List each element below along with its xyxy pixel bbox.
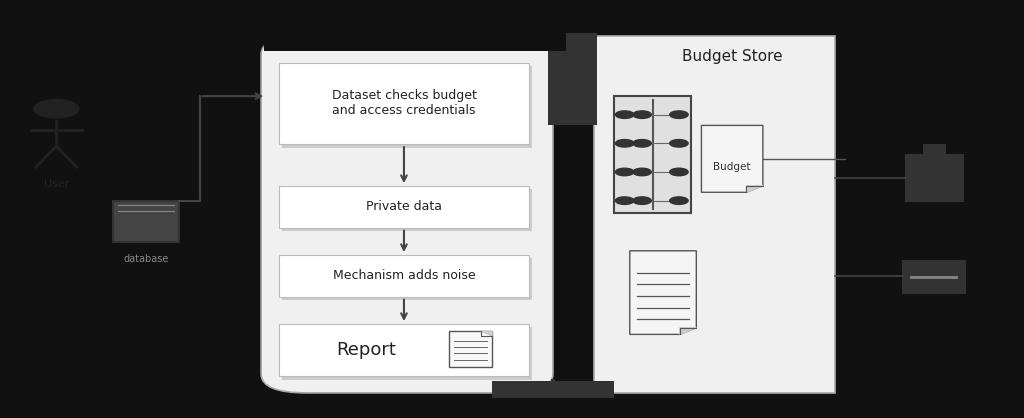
Text: User: User: [44, 179, 69, 189]
Polygon shape: [680, 328, 696, 334]
FancyBboxPatch shape: [906, 155, 963, 201]
Circle shape: [633, 111, 651, 118]
FancyBboxPatch shape: [261, 36, 553, 393]
FancyBboxPatch shape: [548, 33, 597, 125]
Circle shape: [615, 168, 634, 176]
Text: Report: Report: [337, 341, 396, 359]
FancyBboxPatch shape: [282, 327, 532, 380]
Circle shape: [633, 140, 651, 147]
FancyBboxPatch shape: [903, 261, 965, 293]
Circle shape: [633, 197, 651, 204]
Circle shape: [615, 140, 634, 147]
FancyBboxPatch shape: [594, 36, 835, 393]
Polygon shape: [481, 331, 493, 336]
Polygon shape: [746, 186, 763, 192]
Text: database: database: [123, 254, 169, 264]
Circle shape: [670, 197, 688, 204]
Circle shape: [670, 168, 688, 176]
Circle shape: [633, 168, 651, 176]
Circle shape: [615, 111, 634, 118]
FancyBboxPatch shape: [282, 258, 532, 300]
Circle shape: [670, 111, 688, 118]
FancyBboxPatch shape: [279, 186, 529, 228]
Text: Private data: Private data: [366, 200, 442, 214]
FancyBboxPatch shape: [279, 255, 529, 297]
Text: Mechanism adds noise: Mechanism adds noise: [333, 269, 475, 283]
Polygon shape: [630, 251, 696, 334]
FancyBboxPatch shape: [279, 324, 529, 376]
FancyBboxPatch shape: [113, 201, 179, 242]
FancyBboxPatch shape: [0, 0, 251, 418]
Text: Dataset checks budget
and access credentials: Dataset checks budget and access credent…: [332, 89, 476, 117]
FancyBboxPatch shape: [492, 381, 614, 398]
Text: SmartNoise: SmartNoise: [346, 28, 483, 48]
FancyBboxPatch shape: [279, 63, 529, 144]
FancyBboxPatch shape: [924, 144, 946, 155]
FancyBboxPatch shape: [840, 0, 1024, 418]
FancyBboxPatch shape: [614, 96, 691, 213]
FancyBboxPatch shape: [282, 189, 532, 231]
Circle shape: [615, 197, 634, 204]
Polygon shape: [701, 125, 763, 192]
Text: SmartNoise: SmartNoise: [346, 28, 483, 48]
Text: Budget: Budget: [714, 162, 751, 172]
Circle shape: [34, 99, 79, 118]
Circle shape: [670, 140, 688, 147]
FancyBboxPatch shape: [450, 331, 493, 367]
FancyBboxPatch shape: [282, 66, 532, 148]
Text: Budget Store: Budget Store: [682, 49, 782, 64]
